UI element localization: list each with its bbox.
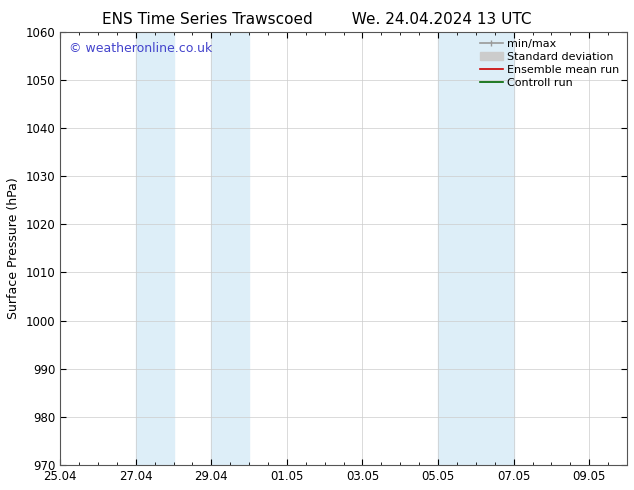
Legend: min/max, Standard deviation, Ensemble mean run, Controll run: min/max, Standard deviation, Ensemble me…	[476, 35, 624, 92]
Bar	[136, 31, 174, 465]
Bar	[211, 31, 249, 465]
Bar	[476, 31, 514, 465]
Text: © weatheronline.co.uk: © weatheronline.co.uk	[68, 43, 212, 55]
Y-axis label: Surface Pressure (hPa): Surface Pressure (hPa)	[7, 177, 20, 319]
Text: ENS Time Series Trawscoed        We. 24.04.2024 13 UTC: ENS Time Series Trawscoed We. 24.04.2024…	[102, 12, 532, 27]
Bar	[438, 31, 476, 465]
